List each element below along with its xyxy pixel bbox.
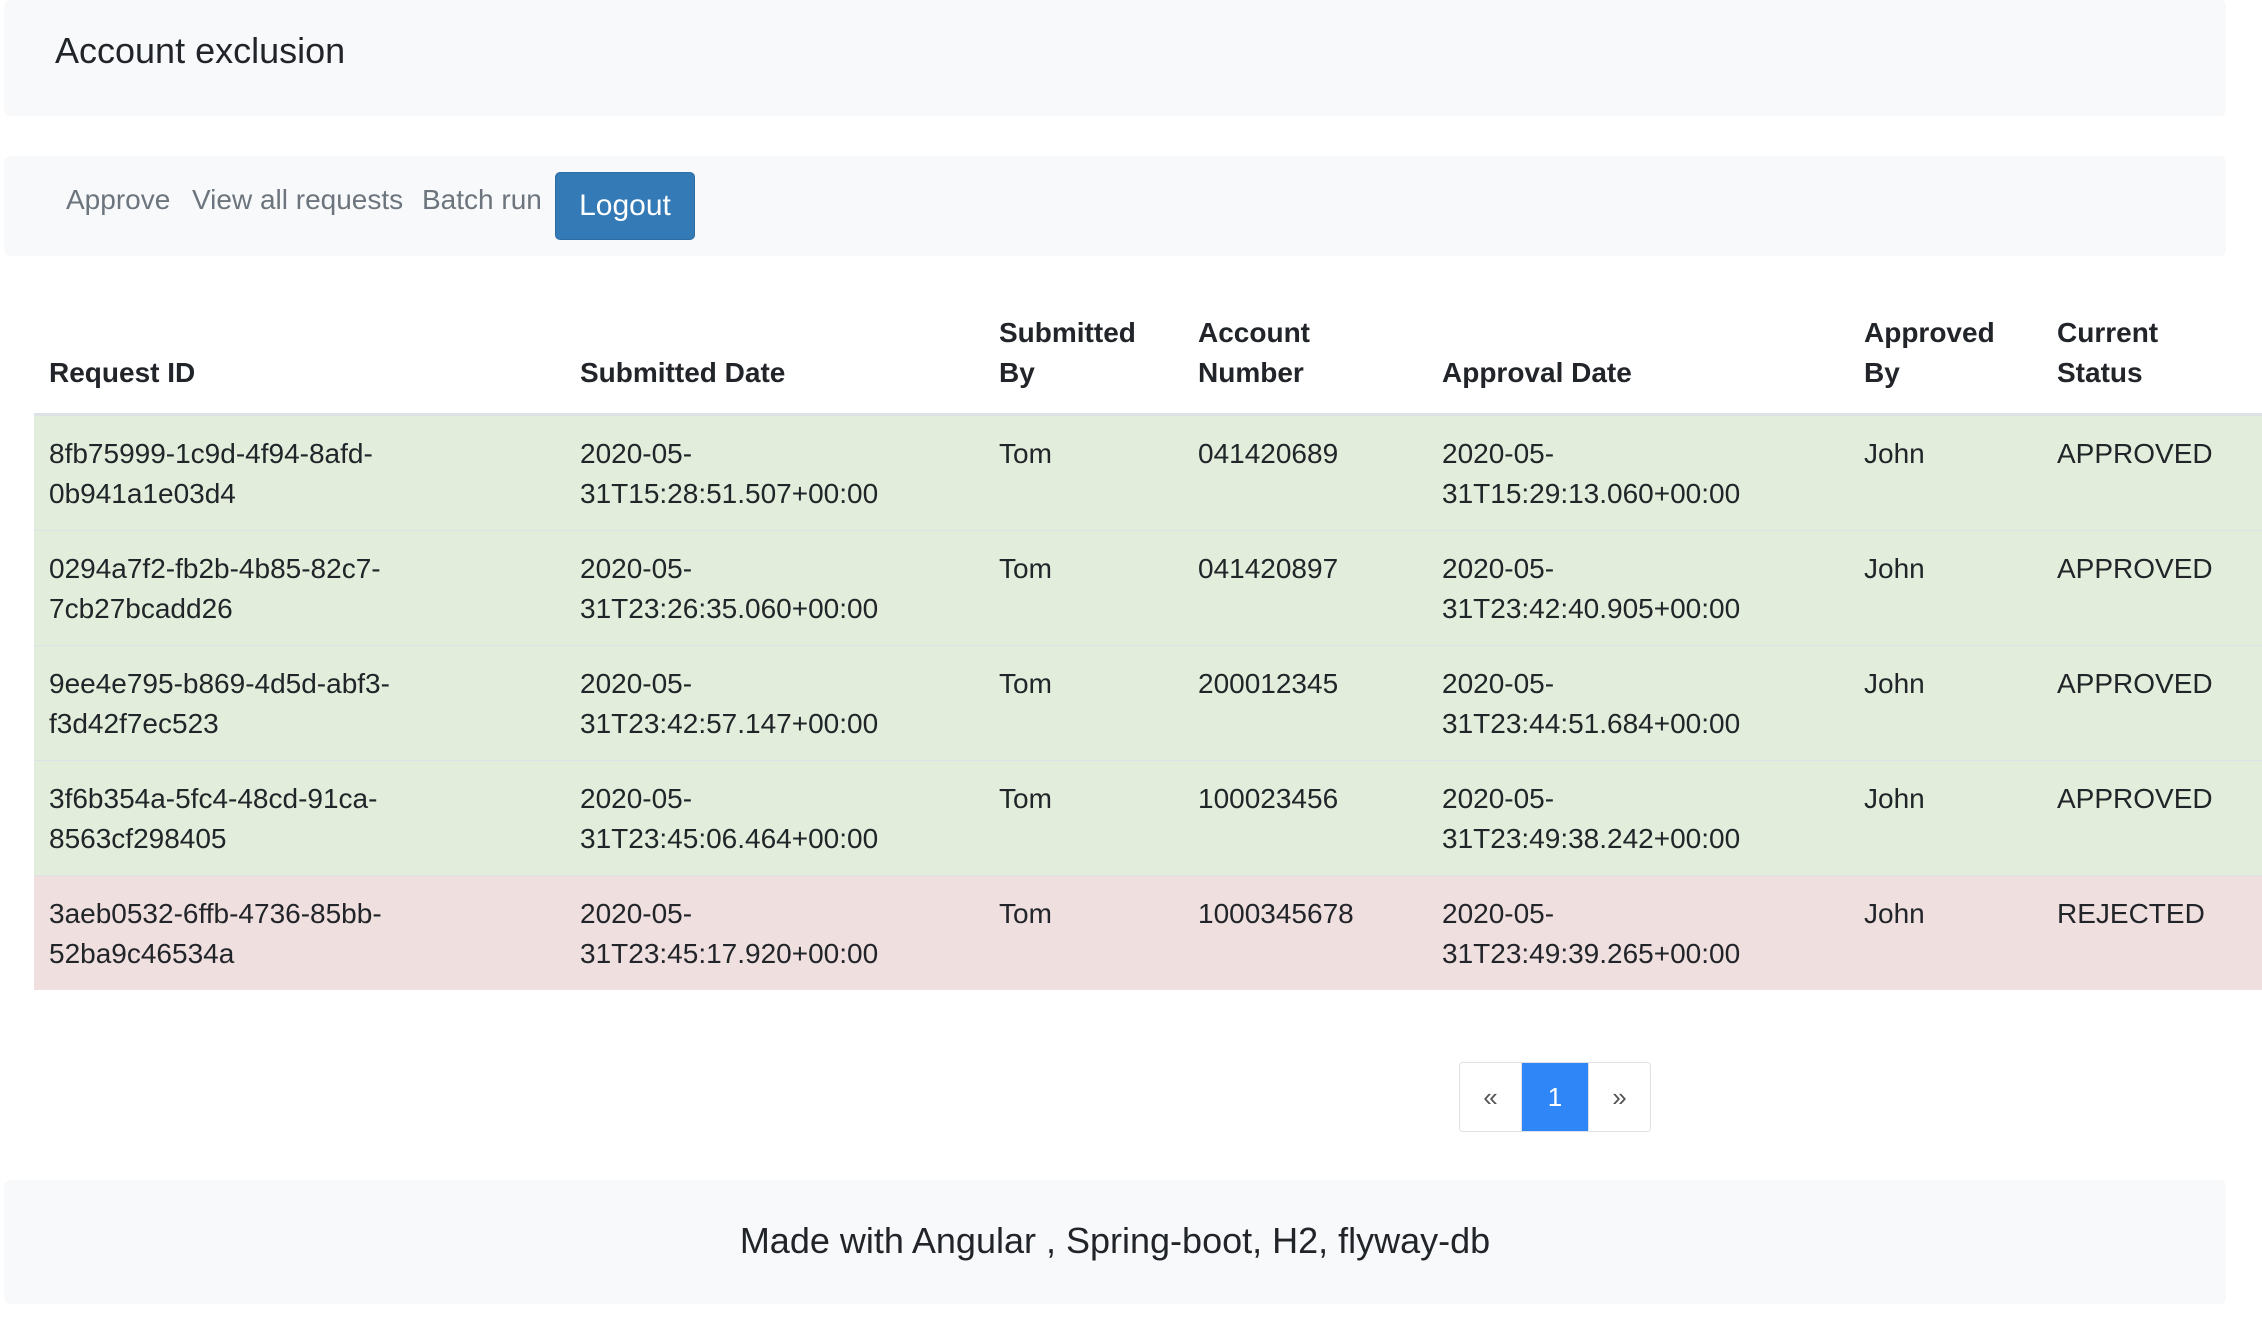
nav-batch-run-link[interactable]: Batch run <box>422 184 542 215</box>
column-header-submitted-by: Submitted By <box>984 295 1183 416</box>
request-id-cell: 3aeb0532-6ffb-4736-85bb-52ba9c46534a <box>34 875 565 990</box>
account-number-cell: 041420689 <box>1183 414 1427 531</box>
logout-button[interactable]: Logout <box>555 172 695 240</box>
pagination-next-button[interactable]: » <box>1588 1063 1650 1131</box>
approved-by-cell: John <box>1849 760 2042 876</box>
account-number-cell: 1000345678 <box>1183 875 1427 990</box>
table-row: 0294a7f2-fb2b-4b85-82c7-7cb27bcadd26 202… <box>34 530 2262 646</box>
approved-by-cell: John <box>1849 645 2042 761</box>
submitted-by-cell: Tom <box>984 414 1183 531</box>
submitted-by-cell: Tom <box>984 875 1183 990</box>
approval-date-cell: 2020-05-31T15:29:13.060+00:00 <box>1427 414 1849 531</box>
approval-date-cell: 2020-05-31T23:49:39.265+00:00 <box>1427 875 1849 990</box>
nav-bar <box>4 156 2226 256</box>
nav-view-all-requests-link[interactable]: View all requests <box>192 184 404 215</box>
requests-table: Request ID Submitted Date Submitted By A… <box>34 295 2262 990</box>
submitted-by-cell: Tom <box>984 645 1183 761</box>
table-row: 3f6b354a-5fc4-48cd-91ca-8563cf298405 202… <box>34 760 2262 876</box>
status-cell: REJECTED <box>2042 875 2262 990</box>
request-id-cell: 9ee4e795-b869-4d5d-abf3-f3d42f7ec523 <box>34 645 565 761</box>
submitted-date-cell: 2020-05-31T23:45:17.920+00:00 <box>565 875 984 990</box>
column-header-submitted-date: Submitted Date <box>565 295 984 416</box>
status-cell: APPROVED <box>2042 414 2262 531</box>
status-cell: APPROVED <box>2042 760 2262 876</box>
pagination-page-1-button[interactable]: 1 <box>1522 1063 1588 1131</box>
column-header-request-id: Request ID <box>34 295 565 416</box>
request-id-cell: 3f6b354a-5fc4-48cd-91ca-8563cf298405 <box>34 760 565 876</box>
approval-date-cell: 2020-05-31T23:49:38.242+00:00 <box>1427 760 1849 876</box>
column-header-approval-date: Approval Date <box>1427 295 1849 416</box>
approval-date-cell: 2020-05-31T23:42:40.905+00:00 <box>1427 530 1849 646</box>
status-cell: APPROVED <box>2042 645 2262 761</box>
approval-date-cell: 2020-05-31T23:44:51.684+00:00 <box>1427 645 1849 761</box>
table-row: 3aeb0532-6ffb-4736-85bb-52ba9c46534a 202… <box>34 875 2262 990</box>
column-header-account-number: Account Number <box>1183 295 1427 416</box>
column-header-approved-by: Approved By <box>1849 295 2042 416</box>
page-title: Account exclusion <box>55 30 346 71</box>
account-number-cell: 041420897 <box>1183 530 1427 646</box>
approved-by-cell: John <box>1849 414 2042 531</box>
account-number-cell: 100023456 <box>1183 760 1427 876</box>
request-id-cell: 0294a7f2-fb2b-4b85-82c7-7cb27bcadd26 <box>34 530 565 646</box>
submitted-date-cell: 2020-05-31T23:42:57.147+00:00 <box>565 645 984 761</box>
submitted-date-cell: 2020-05-31T23:26:35.060+00:00 <box>565 530 984 646</box>
header-card: Account exclusion <box>4 0 2226 116</box>
submitted-date-cell: 2020-05-31T23:45:06.464+00:00 <box>565 760 984 876</box>
status-cell: APPROVED <box>2042 530 2262 646</box>
approved-by-cell: John <box>1849 530 2042 646</box>
column-header-current-status: Current Status <box>2042 295 2262 416</box>
pagination-previous-button[interactable]: « <box>1460 1063 1522 1131</box>
table-row: 8fb75999-1c9d-4f94-8afd-0b941a1e03d4 202… <box>34 414 2262 531</box>
pagination: « 1 » <box>1459 1062 1651 1132</box>
approved-by-cell: John <box>1849 875 2042 990</box>
request-id-cell: 8fb75999-1c9d-4f94-8afd-0b941a1e03d4 <box>34 414 565 531</box>
table-header-row: Request ID Submitted Date Submitted By A… <box>34 295 2262 416</box>
submitted-by-cell: Tom <box>984 530 1183 646</box>
submitted-by-cell: Tom <box>984 760 1183 876</box>
submitted-date-cell: 2020-05-31T15:28:51.507+00:00 <box>565 414 984 531</box>
nav-approve-link[interactable]: Approve <box>66 184 171 215</box>
requests-table-container: Request ID Submitted Date Submitted By A… <box>34 295 2262 990</box>
footer: Made with Angular , Spring-boot, H2, fly… <box>4 1180 2226 1304</box>
account-number-cell: 200012345 <box>1183 645 1427 761</box>
footer-text: Made with Angular , Spring-boot, H2, fly… <box>739 1220 1491 1261</box>
table-row: 9ee4e795-b869-4d5d-abf3-f3d42f7ec523 202… <box>34 645 2262 761</box>
